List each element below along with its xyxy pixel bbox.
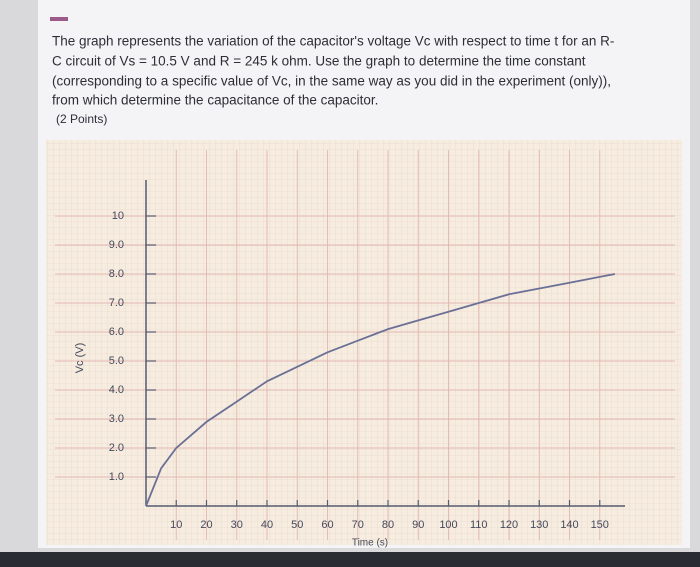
x-tick-label: 120	[500, 519, 518, 531]
line-series	[145, 273, 616, 507]
x-tick-label: 40	[261, 519, 273, 531]
taskbar	[0, 552, 700, 567]
y-axis-title: Vc (V)	[74, 343, 86, 374]
y-tick-label: 4.0	[109, 384, 124, 396]
y-tick-label: 1.0	[109, 471, 124, 483]
x-tick-label: 150	[591, 519, 609, 531]
y-tick-label: 10	[112, 210, 124, 222]
x-tick-label: 10	[170, 519, 182, 531]
graph-paper-grid	[46, 140, 682, 545]
x-tick-label: 110	[470, 519, 488, 531]
x-tick-label: 30	[231, 519, 243, 531]
x-tick-label: 130	[530, 519, 548, 531]
accent-bar	[50, 17, 68, 21]
question: The graph represents the variation of th…	[52, 34, 614, 127]
y-tick-label: 8.0	[109, 268, 124, 280]
question-line: C circuit of Vs = 10.5 V and R = 245 k o…	[52, 54, 586, 69]
y-tick-label: 7.0	[109, 297, 124, 309]
x-tick-label: 20	[200, 519, 212, 531]
x-axis-title: Time (s)	[352, 538, 388, 549]
y-tick-label: 5.0	[109, 355, 124, 367]
question-line: (corresponding to a specific value of Vc…	[52, 74, 611, 89]
x-tick-label: 60	[321, 519, 333, 531]
y-tick-label: 6.0	[109, 326, 124, 338]
x-tick-label: 70	[352, 519, 364, 531]
question-line: The graph represents the variation of th…	[52, 34, 614, 49]
x-tick-label: 100	[439, 519, 457, 531]
x-tick-label: 90	[412, 519, 424, 531]
x-tick-label: 140	[560, 519, 578, 531]
y-tick-label: 2.0	[109, 442, 124, 454]
points: (2 Points)	[56, 112, 107, 126]
x-tick-label: 50	[291, 519, 303, 531]
y-tick-label: 3.0	[109, 413, 124, 425]
question-line: from which determine the capacitance of …	[52, 93, 378, 108]
x-tick-label: 80	[382, 519, 394, 531]
y-tick-label: 9.0	[109, 239, 124, 251]
